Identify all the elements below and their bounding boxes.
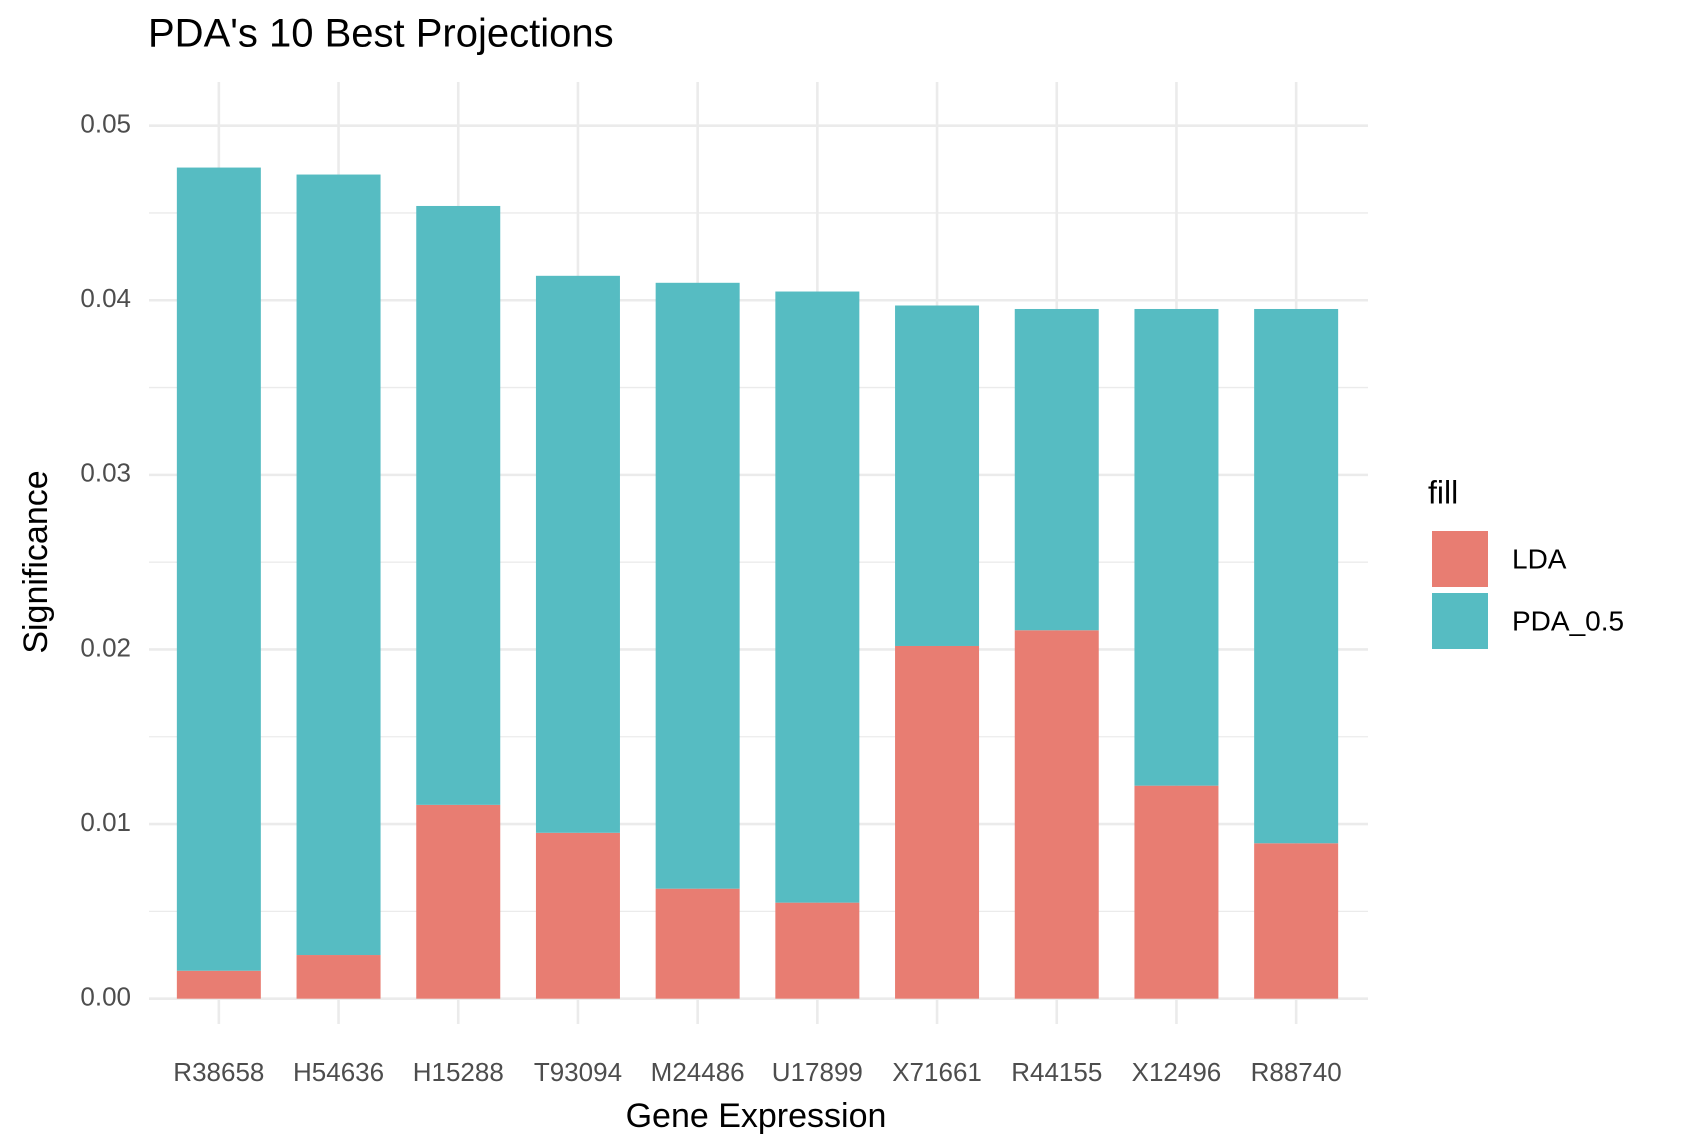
- legend-key: [1432, 593, 1488, 649]
- y-tick-label: 0.02: [80, 632, 131, 662]
- x-tick-label: M24486: [651, 1057, 745, 1087]
- bar-segment: [775, 902, 860, 999]
- chart-title: PDA's 10 Best Projections: [148, 12, 614, 56]
- legend-label: PDA_0.5: [1512, 605, 1624, 636]
- legend-key: [1432, 531, 1488, 587]
- y-tick-label: 0.03: [80, 458, 131, 488]
- bar-segment: [1014, 630, 1099, 999]
- y-tick-label: 0.01: [80, 807, 131, 837]
- bar-segment: [176, 970, 261, 999]
- legend-title: fill: [1428, 474, 1458, 510]
- bar-segment: [296, 174, 381, 956]
- x-tick-label: X12496: [1132, 1057, 1222, 1087]
- x-axis-title: Gene Expression: [626, 1097, 887, 1135]
- x-tick-label: X71661: [892, 1057, 982, 1087]
- bar-segment: [1134, 785, 1219, 999]
- bar-segment: [895, 305, 980, 646]
- bar-segment: [535, 832, 620, 999]
- legend-label: LDA: [1512, 543, 1567, 574]
- bar-segment: [655, 888, 740, 999]
- y-tick-label: 0.00: [80, 982, 131, 1012]
- x-tick-label: R38658: [173, 1057, 264, 1087]
- bar-segment: [416, 205, 501, 805]
- bar-segment: [1254, 843, 1339, 999]
- x-tick-label: H54636: [293, 1057, 384, 1087]
- bar-segment: [775, 291, 860, 903]
- bar-segment: [176, 167, 261, 971]
- bar-segment: [296, 955, 381, 999]
- x-tick-label: R88740: [1251, 1057, 1342, 1087]
- x-tick-label: T93094: [534, 1057, 622, 1087]
- bar-segment: [895, 645, 980, 999]
- x-tick-label: H15288: [413, 1057, 504, 1087]
- x-tick-label: R44155: [1011, 1057, 1102, 1087]
- bar-segment: [1134, 308, 1219, 786]
- y-axis-title: Significance: [17, 470, 55, 653]
- x-tick-label: U17899: [772, 1057, 863, 1087]
- y-tick-label: 0.04: [80, 283, 131, 313]
- bar-segment: [655, 282, 740, 889]
- y-tick-label: 0.05: [80, 109, 131, 139]
- bar-segment: [1254, 308, 1339, 844]
- bar-segment: [416, 804, 501, 999]
- bar-segment: [535, 275, 620, 833]
- bar-segment: [1014, 308, 1099, 631]
